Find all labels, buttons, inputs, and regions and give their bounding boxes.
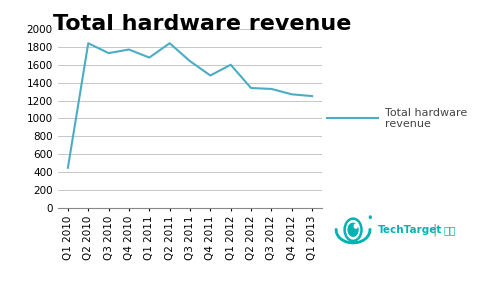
Circle shape: [348, 223, 357, 236]
Text: TechTarget: TechTarget: [377, 225, 441, 235]
Text: Total hardware
revenue: Total hardware revenue: [384, 108, 466, 129]
Circle shape: [369, 216, 371, 218]
Text: 中国: 中国: [443, 225, 456, 235]
Text: Total hardware revenue: Total hardware revenue: [53, 14, 350, 34]
Text: |: |: [432, 223, 436, 236]
Circle shape: [354, 224, 357, 228]
